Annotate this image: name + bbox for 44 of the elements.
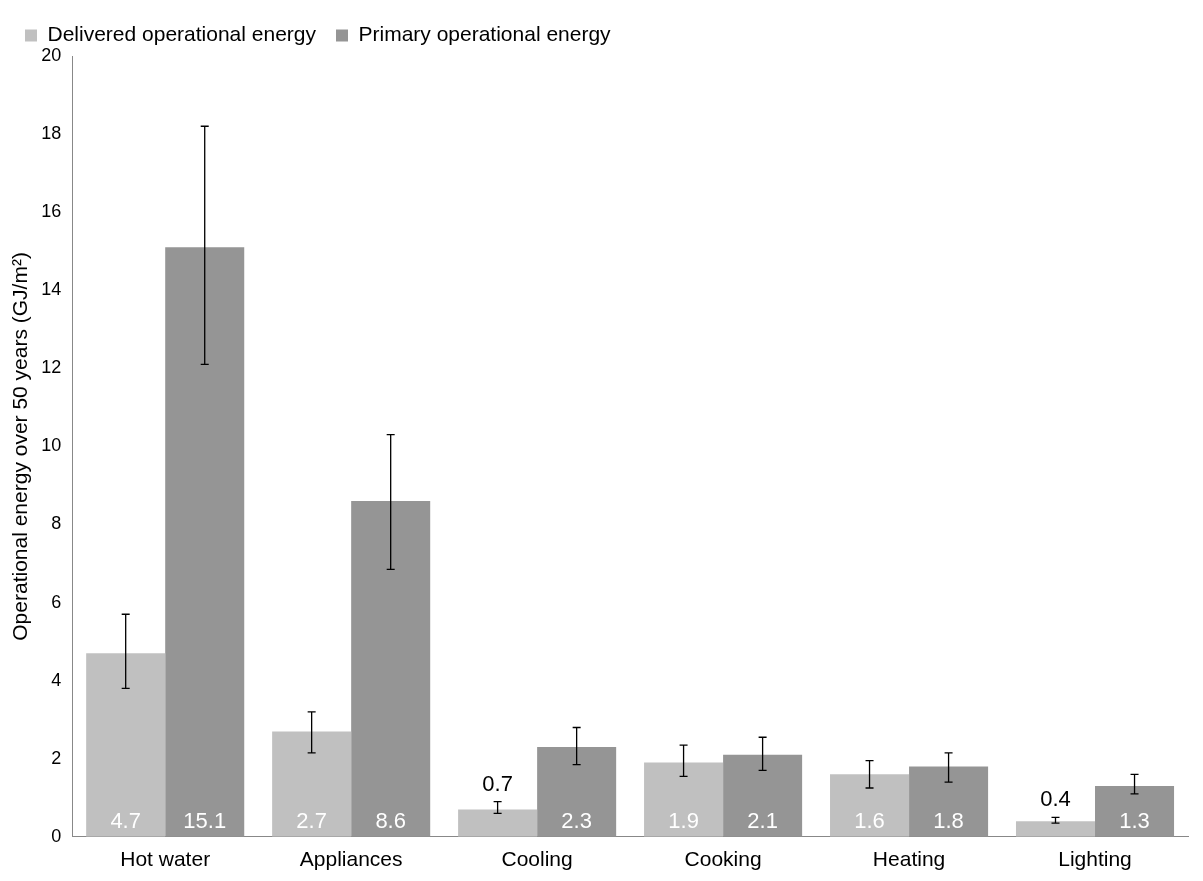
legend-label: Primary operational energy [358, 22, 612, 46]
bar [830, 774, 910, 837]
bar [272, 731, 352, 837]
x-tick-label: Cooking [684, 847, 762, 871]
x-tick-label: Lighting [1058, 847, 1132, 871]
y-tick-label: 8 [51, 513, 62, 534]
y-tick-label: 0 [51, 825, 62, 846]
y-tick-label: 6 [51, 591, 62, 612]
y-axis-title: Operational energy over 50 years (GJ/m²) [8, 252, 32, 641]
bar [351, 501, 431, 837]
data-label: 1.8 [933, 807, 964, 833]
data-label: 2.3 [561, 807, 592, 833]
data-label: 2.1 [747, 807, 778, 833]
data-label: 1.6 [854, 807, 885, 833]
y-tick-label: 4 [51, 669, 62, 690]
data-label: 8.6 [375, 807, 406, 833]
y-tick-label: 2 [51, 747, 62, 768]
data-label: 0.4 [1040, 786, 1071, 812]
x-tick-label: Cooling [501, 847, 573, 871]
bar [537, 747, 617, 837]
data-label: 1.3 [1119, 807, 1150, 833]
x-tick-label: Appliances [299, 847, 403, 871]
bar [1015, 821, 1096, 837]
bar [1095, 786, 1175, 837]
x-tick-label: Hot water [120, 847, 211, 871]
y-tick-label: 20 [41, 44, 62, 65]
bar [165, 247, 245, 837]
y-tick-label: 18 [41, 123, 62, 144]
x-tick-label: Heating [872, 847, 946, 871]
bar [644, 762, 724, 837]
y-tick-label: 10 [41, 435, 62, 456]
bar [723, 754, 803, 837]
data-label: 1.9 [668, 807, 699, 833]
legend-label: Delivered operational energy [47, 22, 317, 46]
data-label: 2.7 [296, 807, 327, 833]
bar [458, 809, 538, 837]
y-tick-label: 12 [41, 357, 62, 378]
bar [909, 766, 989, 837]
data-label: 15.1 [183, 807, 227, 833]
y-tick-label: 14 [41, 279, 62, 300]
data-label: 0.7 [482, 770, 513, 796]
data-label: 4.7 [110, 807, 141, 833]
bar [86, 653, 166, 837]
y-tick-label: 16 [41, 201, 62, 222]
